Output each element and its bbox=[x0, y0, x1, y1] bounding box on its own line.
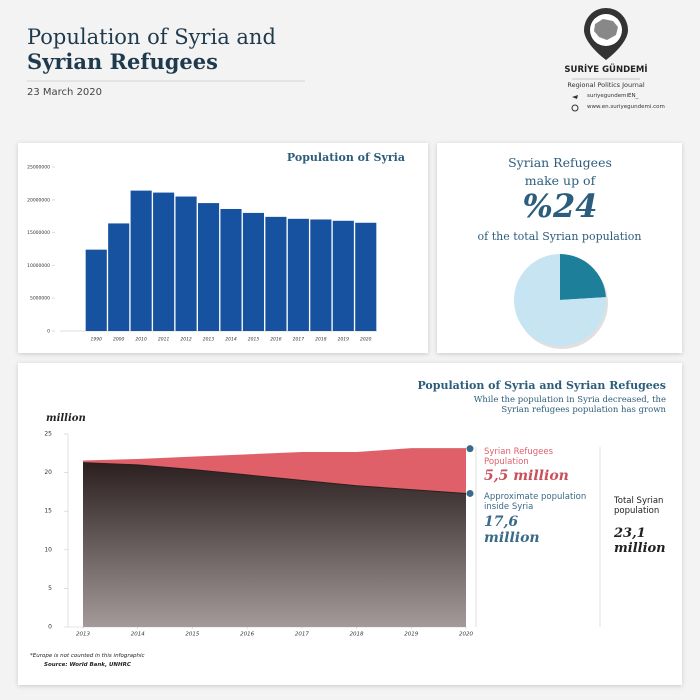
x-tick-label: 2016 bbox=[240, 632, 254, 638]
pie-title: Syrian Refugees make up of bbox=[508, 155, 612, 189]
tagline: Regional Politics Journal bbox=[567, 81, 645, 89]
x-tick-label: 2014 bbox=[131, 632, 145, 638]
legend-label: Approximate population inside Syria bbox=[484, 492, 587, 512]
bar bbox=[242, 212, 265, 331]
bar bbox=[220, 208, 242, 331]
series-line bbox=[82, 448, 466, 462]
total-label: Total Syrian population bbox=[614, 496, 664, 516]
x-tick-label: 2020 bbox=[360, 337, 372, 343]
bar bbox=[85, 249, 107, 331]
bar bbox=[153, 192, 175, 331]
chart-subtitle: While the population in Syria decreased,… bbox=[473, 395, 666, 415]
bar bbox=[265, 216, 287, 331]
legend-label: Syrian Refugees Population bbox=[484, 447, 553, 467]
footnote: *Europe is not counted in this infograph… bbox=[30, 653, 145, 659]
x-tick-label: 2018 bbox=[315, 337, 327, 343]
end-point bbox=[466, 489, 474, 497]
title: Population of Syria and bbox=[27, 25, 276, 49]
x-tick-label: 2014 bbox=[225, 337, 237, 343]
source: Source: World Bank, UNHRC bbox=[44, 662, 131, 668]
bar bbox=[108, 223, 130, 331]
logo-map bbox=[594, 19, 618, 40]
area-fill bbox=[83, 462, 466, 627]
bar bbox=[332, 220, 354, 331]
web-icon bbox=[571, 104, 579, 112]
bar bbox=[287, 218, 309, 331]
series-line bbox=[82, 462, 467, 494]
y-tick-label: 25 bbox=[44, 431, 52, 438]
pie-slice bbox=[514, 254, 607, 346]
x-tick-label: 2017 bbox=[293, 337, 305, 343]
x-tick-label: 2013 bbox=[203, 337, 215, 343]
twitter: suriyegundemiEN_ bbox=[587, 93, 639, 99]
twitter-icon bbox=[572, 95, 578, 99]
pie-slice bbox=[560, 254, 606, 300]
x-tick-label: 2016 bbox=[270, 337, 282, 343]
y-tick-label: 15000000 bbox=[27, 230, 50, 236]
pie-subtitle: of the total Syrian population bbox=[477, 230, 642, 243]
brand: SURİYE GÜNDEMİ bbox=[564, 65, 648, 75]
y-tick-label: 0 bbox=[47, 329, 50, 335]
value-label: %24 bbox=[522, 187, 598, 225]
y-tick-label: 0 bbox=[48, 624, 52, 631]
total-value: 23,1 million bbox=[614, 526, 666, 556]
y-tick-label: 25000000 bbox=[27, 165, 50, 171]
legend-value: 17,6 million bbox=[484, 514, 540, 547]
x-tick-label: 2011 bbox=[158, 337, 170, 343]
x-tick-label: 2020 bbox=[459, 632, 473, 638]
y-tick-label: 5 bbox=[48, 585, 52, 592]
bar bbox=[175, 196, 197, 331]
area-fill bbox=[83, 448, 466, 494]
date: 23 March 2020 bbox=[27, 87, 103, 98]
y-tick-label: 5000000 bbox=[30, 296, 50, 302]
y-tick-label: 15 bbox=[44, 508, 52, 515]
bar bbox=[310, 219, 332, 331]
x-tick-label: 2013 bbox=[76, 632, 90, 638]
legend-value: 5,5 million bbox=[484, 468, 569, 484]
x-tick-label: 2015 bbox=[185, 632, 199, 638]
y-tick-label: 20 bbox=[44, 469, 52, 476]
bar bbox=[130, 190, 152, 331]
x-tick-label: 2018 bbox=[350, 632, 364, 638]
x-tick-label: 2015 bbox=[248, 337, 260, 343]
website: www.en.suriyegundemi.com bbox=[587, 104, 665, 110]
x-tick-label: 2000 bbox=[113, 337, 125, 343]
y-tick-label: 10 bbox=[44, 546, 52, 553]
x-tick-label: 2017 bbox=[295, 632, 309, 638]
y-axis-label: million bbox=[46, 413, 86, 424]
y-tick-label: 10000000 bbox=[27, 263, 50, 269]
x-tick-label: 2019 bbox=[404, 632, 418, 638]
x-tick-label: 1990 bbox=[91, 337, 103, 343]
x-tick-label: 2010 bbox=[135, 337, 147, 343]
bar bbox=[197, 203, 220, 331]
x-tick-label: 2012 bbox=[180, 337, 192, 343]
y-tick-label: 20000000 bbox=[27, 197, 50, 203]
title: Syrian Refugees bbox=[27, 49, 218, 74]
x-tick-label: 2019 bbox=[338, 337, 350, 343]
end-point bbox=[466, 445, 474, 453]
chart-title: Population of Syria and Syrian Refugees bbox=[417, 379, 666, 392]
bar bbox=[355, 222, 377, 331]
chart-title: Population of Syria bbox=[286, 151, 405, 164]
